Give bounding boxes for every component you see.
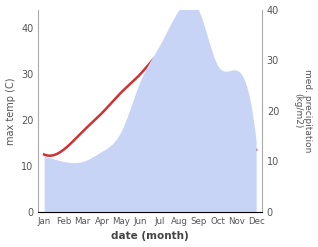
X-axis label: date (month): date (month) <box>111 231 189 242</box>
Y-axis label: max temp (C): max temp (C) <box>5 77 16 144</box>
Y-axis label: med. precipitation
(kg/m2): med. precipitation (kg/m2) <box>293 69 313 152</box>
